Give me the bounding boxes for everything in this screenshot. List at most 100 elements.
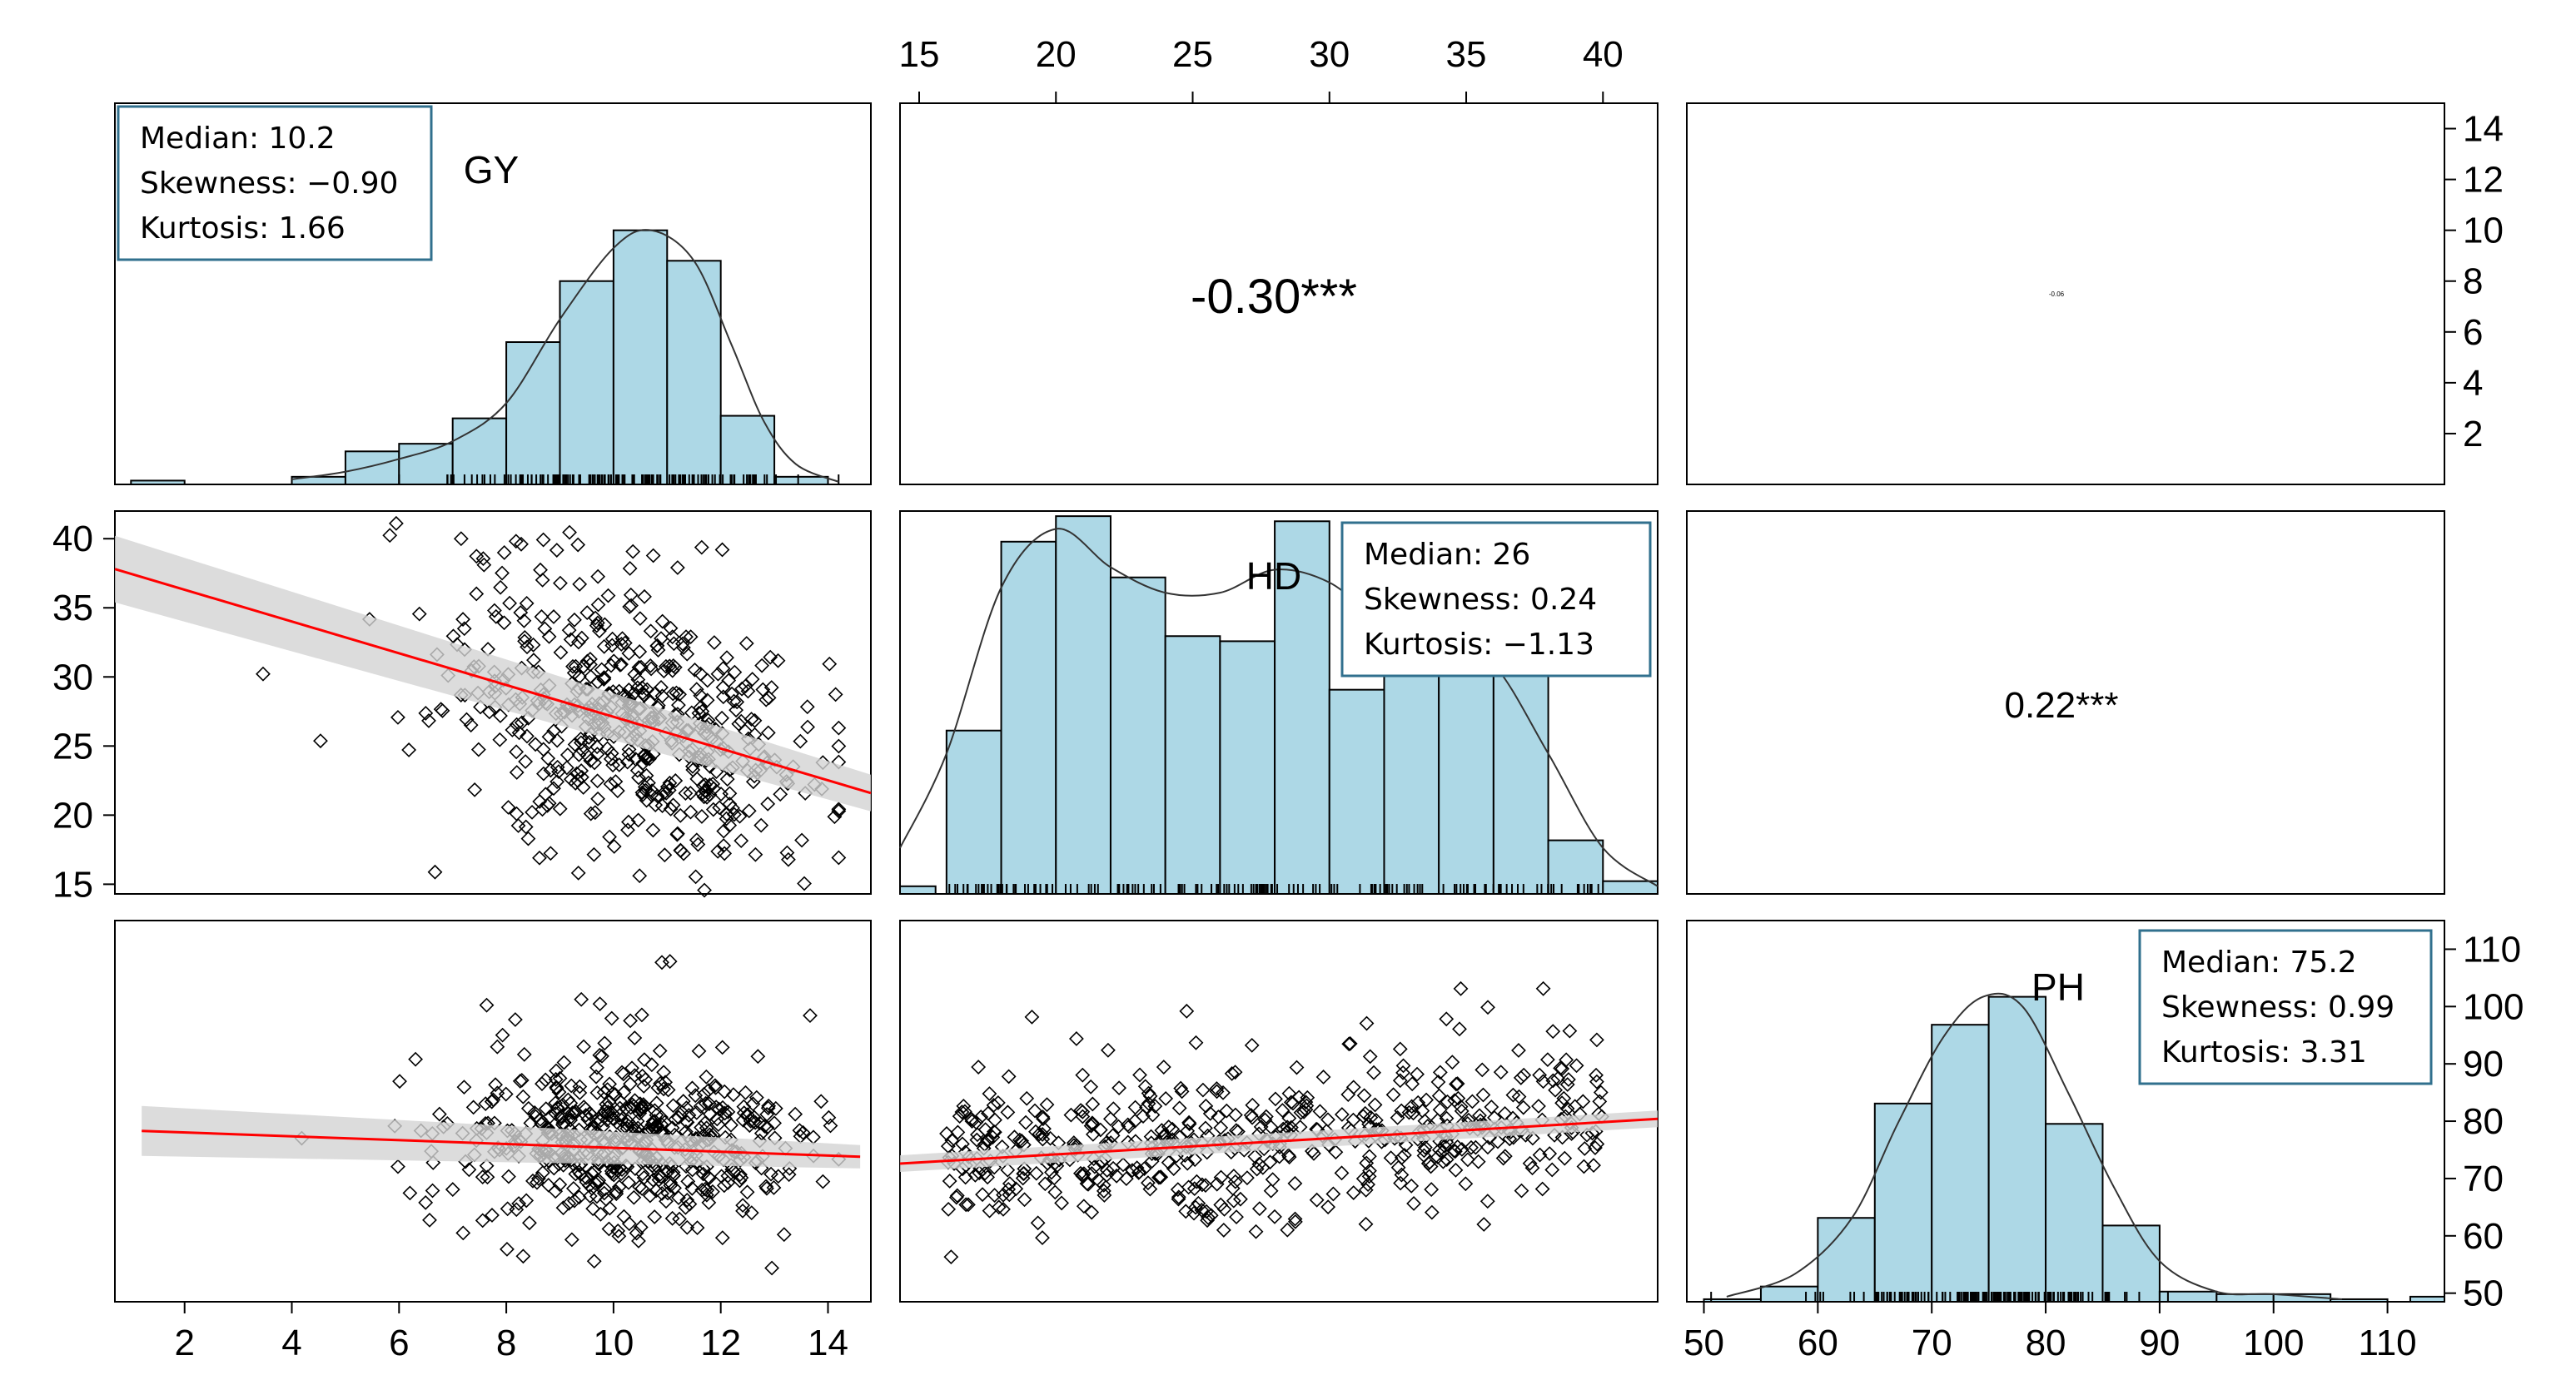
- scatter-point: [456, 621, 472, 637]
- scatter-point: [957, 1169, 973, 1185]
- scatter-point: [1430, 1075, 1446, 1090]
- histogram-bar-HD: [1383, 660, 1440, 896]
- scatter-point: [1001, 1069, 1017, 1085]
- histogram-bar-PH: [2409, 1295, 2445, 1303]
- scatter-point: [564, 1105, 580, 1120]
- scatter-point: [561, 1195, 577, 1211]
- scatter-point: [586, 846, 602, 862]
- scatter-point: [556, 1055, 572, 1070]
- scatter-point: [623, 1013, 639, 1029]
- scatter-point: [492, 732, 508, 747]
- scatter-point: [463, 717, 479, 733]
- histogram-bar-PH: [2330, 1298, 2389, 1303]
- scatter-point: [669, 560, 685, 575]
- scatter-point: [455, 1225, 471, 1241]
- y-tick-label-right: 4: [2463, 363, 2483, 404]
- histogram-bar-PH: [1759, 1285, 1819, 1303]
- scatter-point: [674, 636, 690, 652]
- scatter-point: [710, 1117, 726, 1133]
- scatter-point: [684, 1180, 700, 1196]
- scatter-point: [418, 1194, 434, 1210]
- scatter-point: [663, 620, 679, 636]
- scatter-point: [525, 804, 540, 820]
- scatter-point: [759, 1119, 775, 1135]
- y-tick-label-right: 70: [2463, 1159, 2504, 1199]
- scatter-point: [1424, 1182, 1440, 1197]
- scatter-point: [479, 1158, 495, 1174]
- scatter-point: [632, 868, 648, 884]
- scatter-point: [689, 1220, 705, 1236]
- x-tick-label-PH: 50: [1683, 1323, 1724, 1363]
- scatter-point: [1232, 1191, 1248, 1207]
- scatter-point: [543, 762, 559, 778]
- x-tick-label-HD: 30: [1309, 34, 1350, 75]
- scatter-point: [625, 544, 641, 559]
- histogram-bar-HD: [1274, 520, 1330, 895]
- scatter-point: [576, 1039, 591, 1055]
- scatter-point: [823, 1118, 838, 1134]
- scatter-point: [408, 1051, 423, 1067]
- scatter-point: [1209, 1084, 1225, 1100]
- scatter-point: [1209, 1176, 1225, 1192]
- scatter-point: [1280, 1119, 1295, 1135]
- scatter-point: [1362, 1049, 1378, 1065]
- scatter-point: [1453, 1099, 1469, 1114]
- scatter-point: [1111, 1080, 1127, 1096]
- scatter-point: [702, 1096, 717, 1112]
- histogram-bar-HD: [1164, 635, 1221, 895]
- scatter-point: [1213, 1197, 1229, 1213]
- scatter-point: [597, 1181, 613, 1197]
- scatter-point: [1535, 980, 1551, 996]
- scatter-point: [634, 659, 649, 675]
- scatter-point: [1359, 1155, 1375, 1171]
- scatter-point: [568, 658, 584, 674]
- histogram-bar-GY: [505, 341, 561, 485]
- scatter-point: [1390, 1159, 1406, 1175]
- scatter-point: [1306, 1145, 1321, 1161]
- scatter-point: [1019, 1090, 1035, 1106]
- scatter-point: [1557, 1150, 1573, 1166]
- scatter-point: [1073, 1103, 1089, 1118]
- scatter-point: [512, 1074, 528, 1089]
- scatter-point: [1474, 1062, 1490, 1078]
- scatter-point: [673, 807, 689, 823]
- scatter-point: [1325, 1186, 1341, 1202]
- y-tick-label-right: 10: [2463, 211, 2504, 251]
- scatter-point: [1405, 1076, 1420, 1092]
- scatter-point: [535, 742, 551, 757]
- scatter-point: [742, 1118, 758, 1134]
- scatter-point: [475, 1213, 490, 1229]
- scatter-point: [532, 850, 547, 866]
- scatter-point: [596, 672, 612, 688]
- scatter-point: [505, 722, 520, 737]
- scatter-point: [668, 1111, 683, 1127]
- scatter-point: [1075, 1067, 1091, 1083]
- scatter-point: [590, 674, 605, 690]
- scatter-point: [567, 612, 582, 628]
- y-tick-label-right: 8: [2463, 261, 2483, 302]
- scatter-point: [1047, 1170, 1062, 1186]
- scatter-point: [1416, 1143, 1432, 1159]
- scatter-point: [1076, 1199, 1092, 1214]
- scatter-point: [488, 1077, 503, 1093]
- scatter-point: [653, 1169, 669, 1184]
- y-tick-label-right: 50: [2463, 1273, 2504, 1314]
- scatter-point: [980, 1132, 995, 1148]
- scatter-point: [593, 1206, 609, 1222]
- scatter-point: [622, 561, 638, 576]
- scatter-point: [1532, 1147, 1548, 1163]
- scatter-point: [411, 606, 427, 622]
- scatter-point: [1569, 1058, 1584, 1074]
- scatter-point: [604, 746, 619, 762]
- scatter-point: [427, 864, 443, 880]
- scatter-point: [697, 882, 712, 898]
- scatter-point: [986, 1124, 1002, 1139]
- panel-frame-r1c2: [1686, 510, 2445, 895]
- scatter-point: [971, 1060, 987, 1075]
- scatter-point: [530, 1171, 546, 1186]
- scatter-point: [759, 1107, 775, 1122]
- scatter-point: [688, 1088, 704, 1104]
- scatter-point: [1367, 1097, 1383, 1113]
- scatter-point: [726, 693, 742, 709]
- scatter-point: [719, 772, 735, 787]
